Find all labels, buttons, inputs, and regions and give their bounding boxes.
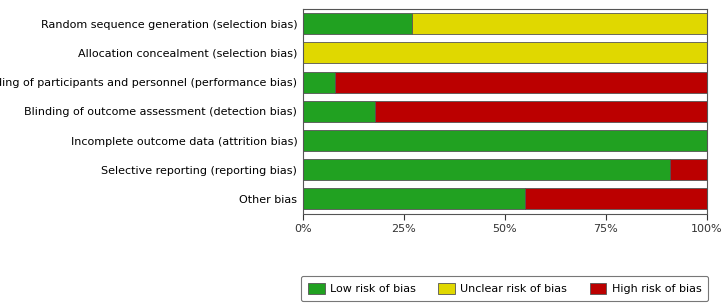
Bar [525,188,707,210]
Legend: Low risk of bias, Unclear risk of bias, High risk of bias: Low risk of bias, Unclear risk of bias, … [301,276,708,301]
Bar [303,13,412,34]
Bar [303,42,707,63]
Bar [303,130,707,151]
Bar [376,101,707,122]
Bar [303,72,335,93]
Bar [335,72,707,93]
Bar [671,159,707,180]
Bar [303,159,671,180]
Bar [303,188,525,210]
Bar [412,13,707,34]
Bar [303,101,376,122]
